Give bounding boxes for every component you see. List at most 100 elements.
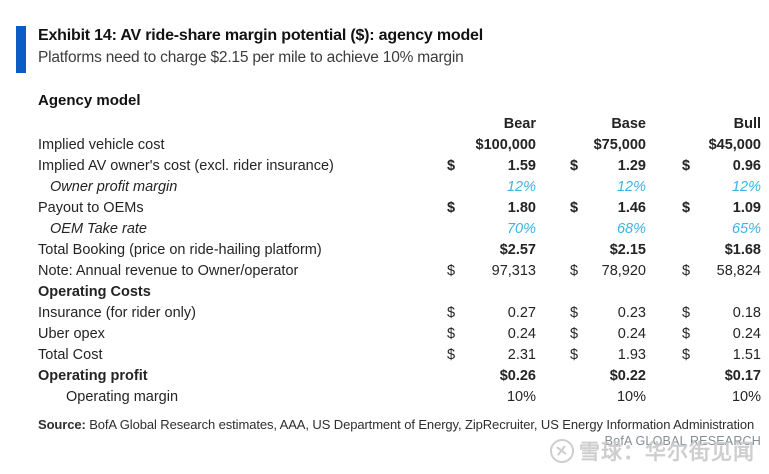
- dollar-sign: [536, 177, 588, 198]
- dollar-sign: [646, 177, 700, 198]
- dollar-sign: [536, 366, 588, 387]
- brand-line: BofA GLOBAL RESEARCH: [604, 434, 761, 448]
- cell-value: 0.24: [507, 326, 536, 342]
- dollar-sign: $: [570, 200, 579, 216]
- agency-table-body: Implied vehicle cost $100,000 $75,000 $45,0…: [38, 135, 761, 408]
- table-row: Note: Annual revenue to Owner/operator $9…: [38, 261, 761, 282]
- cell-value: 68%: [616, 221, 646, 237]
- dollar-sign: $: [682, 347, 691, 363]
- column-header-base: Base: [611, 116, 646, 132]
- dollar-sign: $: [447, 326, 456, 342]
- dollar-sign: [536, 219, 588, 240]
- dollar-sign: [646, 387, 700, 408]
- dollar-sign: [447, 387, 465, 408]
- cell-value: 70%: [506, 221, 536, 237]
- dollar-sign: $: [682, 305, 691, 321]
- cell-value: 97,313: [491, 263, 536, 279]
- table-row: Total Cost $2.31 $1.93 $1.51: [38, 345, 761, 366]
- dollar-sign: [646, 219, 700, 240]
- dollar-sign: $: [570, 326, 579, 342]
- cell-value: 1.46: [617, 200, 646, 216]
- cell-value: 2.31: [507, 347, 536, 363]
- dollar-sign: $: [570, 347, 579, 363]
- row-label: Total Booking (price on ride-hailing pla…: [38, 242, 322, 258]
- dollar-sign: [536, 282, 588, 303]
- dollar-sign: [536, 135, 588, 156]
- dollar-sign: [447, 282, 465, 303]
- cell-value: 58,824: [716, 263, 761, 279]
- dollar-sign: [536, 387, 588, 408]
- cell-value: 0.18: [732, 305, 761, 321]
- cell-value: $100,000: [475, 137, 536, 153]
- cell-value: $2.15: [609, 242, 646, 258]
- source-note: Source: BofA Global Research estimates, …: [38, 417, 769, 432]
- row-label: Total Cost: [38, 347, 103, 363]
- row-label: Implied vehicle cost: [38, 137, 165, 153]
- table-row: Implied AV owner's cost (excl. rider ins…: [38, 156, 761, 177]
- table-row: OEM Take rate 70% 68% 65%: [38, 219, 761, 240]
- cell-value: 10%: [616, 389, 646, 405]
- column-header-bull: Bull: [733, 116, 761, 132]
- dollar-sign: [646, 282, 700, 303]
- cell-value: 1.09: [732, 200, 761, 216]
- dollar-sign: [447, 240, 465, 261]
- header-label-spacer: [38, 114, 447, 135]
- row-label: Owner profit margin: [50, 179, 178, 195]
- cell-value: 12%: [731, 179, 761, 195]
- cell-value: $2.57: [499, 242, 536, 258]
- exhibit-header: Exhibit 14: AV ride-share margin potenti…: [16, 24, 769, 73]
- row-label: Operating margin: [66, 389, 179, 405]
- cell-value: 10%: [506, 389, 536, 405]
- cell-value: 1.51: [732, 347, 761, 363]
- cell-value: 1.93: [617, 347, 646, 363]
- dollar-sign: [447, 219, 465, 240]
- dollar-sign: [646, 240, 700, 261]
- cell-value: 0.96: [732, 158, 761, 174]
- row-label: Payout to OEMs: [38, 200, 144, 216]
- cell-value: $0.17: [724, 368, 761, 384]
- table-row: Operating Costs: [38, 282, 761, 303]
- dollar-sign: $: [570, 158, 579, 174]
- dollar-sign: $: [570, 305, 579, 321]
- cell-value: 1.80: [507, 200, 536, 216]
- cell-value: 12%: [616, 179, 646, 195]
- row-label: Note: Annual revenue to Owner/operator: [38, 263, 299, 279]
- table-row: Owner profit margin 12% 12% 12%: [38, 177, 761, 198]
- cell-value: 0.23: [617, 305, 646, 321]
- cell-value: 0.27: [507, 305, 536, 321]
- row-label: Uber opex: [38, 326, 105, 342]
- table-row: Payout to OEMs $1.80 $1.46 $1.09: [38, 198, 761, 219]
- cell-value: [588, 282, 646, 303]
- exhibit-subtitle: Platforms need to charge $2.15 per mile …: [38, 49, 464, 66]
- cell-value: $45,000: [708, 137, 761, 153]
- dollar-sign: $: [447, 158, 456, 174]
- table-row: Uber opex $0.24 $0.24 $0.24: [38, 324, 761, 345]
- cell-value: 65%: [731, 221, 761, 237]
- cell-value: $75,000: [593, 137, 646, 153]
- dollar-sign: [447, 177, 465, 198]
- dollar-sign: [447, 135, 465, 156]
- cell-value: 12%: [506, 179, 536, 195]
- dollar-sign: [536, 240, 588, 261]
- row-label: Operating profit: [38, 368, 148, 384]
- cell-value: 0.24: [732, 326, 761, 342]
- dollar-sign: [646, 366, 700, 387]
- cell-value: $0.26: [499, 368, 536, 384]
- accent-bar: [16, 26, 26, 73]
- cell-value: 10%: [731, 389, 761, 405]
- dollar-sign: $: [570, 263, 579, 279]
- dollar-sign: $: [682, 200, 691, 216]
- dollar-sign: [447, 366, 465, 387]
- dollar-sign: [646, 135, 700, 156]
- row-label: OEM Take rate: [50, 221, 147, 237]
- cell-value: 1.59: [507, 158, 536, 174]
- row-label: Implied AV owner's cost (excl. rider ins…: [38, 158, 334, 174]
- source-label: Source:: [38, 417, 86, 432]
- dollar-sign: $: [682, 263, 691, 279]
- cell-value: 0.24: [617, 326, 646, 342]
- cell-value: [465, 282, 536, 303]
- source-text: BofA Global Research estimates, AAA, US …: [85, 417, 755, 432]
- row-label: Insurance (for rider only): [38, 305, 196, 321]
- table-row: Operating margin 10% 10% 10%: [38, 387, 761, 408]
- dollar-sign: $: [682, 326, 691, 342]
